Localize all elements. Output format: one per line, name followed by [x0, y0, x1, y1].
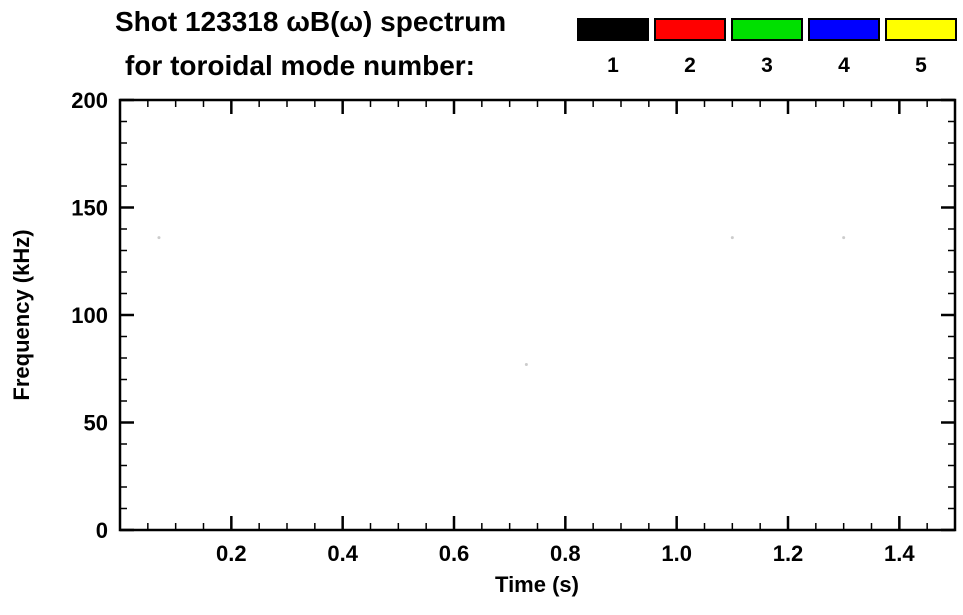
y-tick-label: 50 — [84, 411, 108, 436]
plot-frame — [118, 98, 957, 532]
faint-data-point — [842, 236, 846, 240]
legend-label-mode-2: 2 — [684, 54, 696, 77]
plot-subtitle: for toroidal mode number: — [125, 50, 475, 81]
legend-label-mode-5: 5 — [915, 54, 927, 77]
legend-swatch-mode-5 — [885, 18, 957, 41]
x-tick-label: 0.4 — [327, 541, 358, 566]
legend-label-mode-4: 4 — [838, 54, 850, 77]
x-tick-label: 0.8 — [550, 541, 581, 566]
x-tick-label: 1.0 — [661, 541, 692, 566]
y-tick-label: 0 — [96, 518, 108, 543]
x-tick-label: 1.2 — [773, 541, 804, 566]
legend-swatch-mode-3 — [731, 18, 803, 41]
legend-swatch-mode-4 — [808, 18, 880, 41]
plot-title: Shot 123318 ωB(ω) spectrum — [115, 6, 507, 37]
y-tick-label: 200 — [71, 88, 108, 113]
y-axis-title: Frequency (kHz) — [9, 229, 34, 401]
faint-data-point — [157, 236, 161, 240]
faint-data-point — [730, 236, 734, 240]
x-tick-label: 1.4 — [884, 541, 915, 566]
y-tick-label: 150 — [71, 196, 108, 221]
legend-label-mode-1: 1 — [607, 54, 619, 77]
x-axis-title: Time (s) — [495, 572, 579, 597]
y-tick-label: 100 — [71, 303, 108, 328]
faint-data-point — [524, 362, 528, 366]
legend-swatch-mode-1 — [577, 18, 649, 41]
legend-swatch-mode-2 — [654, 18, 726, 41]
x-tick-label: 0.6 — [439, 541, 470, 566]
x-tick-label: 0.2 — [216, 541, 247, 566]
legend-label-mode-3: 3 — [761, 54, 773, 77]
